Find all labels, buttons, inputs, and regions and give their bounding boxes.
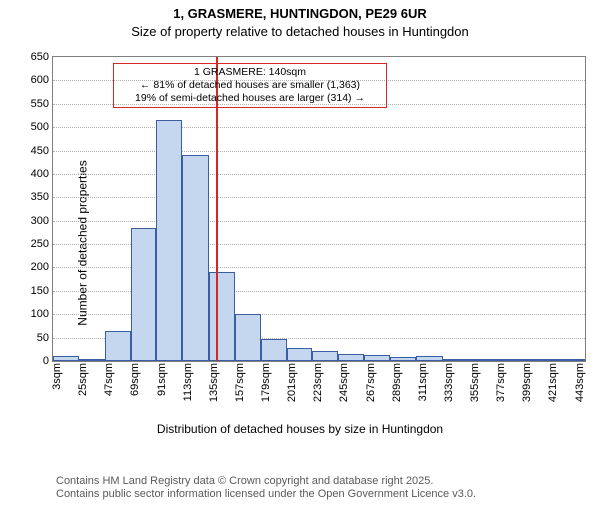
gridline-h — [53, 197, 585, 198]
histogram-bar — [494, 359, 520, 361]
y-tick-label: 50 — [37, 332, 49, 344]
y-tick-label: 150 — [31, 285, 49, 297]
x-tick-label: 355sqm — [469, 363, 481, 402]
histogram-bar — [261, 339, 287, 361]
x-tick-label: 289sqm — [391, 363, 403, 402]
histogram-bar — [364, 355, 390, 361]
x-tick-label: 25sqm — [77, 363, 89, 396]
x-tick-label: 245sqm — [338, 363, 350, 402]
histogram-bar — [209, 272, 235, 361]
y-tick-label: 300 — [31, 215, 49, 227]
gridline-h — [53, 221, 585, 222]
y-tick-label: 650 — [31, 51, 49, 63]
annotation-line: 1 GRASMERE: 140sqm — [118, 66, 382, 79]
histogram-bar — [182, 155, 208, 361]
y-tick-label: 600 — [31, 74, 49, 86]
x-tick-label: 267sqm — [365, 363, 377, 402]
annotation-line: ← 81% of detached houses are smaller (1,… — [118, 79, 382, 92]
histogram-bar — [469, 359, 494, 361]
y-tick-label: 500 — [31, 121, 49, 133]
histogram-bar — [338, 354, 364, 361]
x-tick-label: 333sqm — [443, 363, 455, 402]
gridline-h — [53, 127, 585, 128]
histogram-bar — [235, 314, 261, 361]
x-tick-label: 311sqm — [417, 363, 429, 401]
y-tick-label: 400 — [31, 168, 49, 180]
y-tick-label: 0 — [43, 355, 49, 367]
x-tick-label: 91sqm — [156, 363, 168, 396]
histogram-bar — [312, 351, 338, 361]
x-tick-label: 69sqm — [129, 363, 141, 396]
x-tick-label: 47sqm — [103, 363, 115, 396]
y-tick-label: 200 — [31, 261, 49, 273]
histogram-bar — [156, 120, 182, 361]
y-tick-label: 100 — [31, 308, 49, 320]
histogram-bar — [131, 228, 156, 361]
x-tick-label: 223sqm — [312, 363, 324, 402]
y-tick-label: 450 — [31, 145, 49, 157]
y-tick-label: 550 — [31, 98, 49, 110]
x-tick-label: 443sqm — [574, 363, 586, 402]
annotation-box: 1 GRASMERE: 140sqm← 81% of detached hous… — [113, 63, 387, 108]
x-tick-label: 399sqm — [521, 363, 533, 402]
x-tick-label: 3sqm — [51, 363, 63, 390]
x-tick-label: 179sqm — [260, 363, 272, 402]
y-tick-label: 350 — [31, 191, 49, 203]
histogram-bar — [105, 331, 131, 361]
histogram-bar — [79, 359, 105, 361]
attribution-footer: Contains HM Land Registry data © Crown c… — [56, 475, 476, 503]
gridline-h — [53, 174, 585, 175]
chart-area: Number of detached properties 0501001502… — [0, 50, 600, 436]
histogram-bar — [287, 348, 312, 361]
x-tick-label: 157sqm — [234, 363, 246, 402]
histogram-bar — [53, 356, 79, 361]
histogram-bar — [520, 359, 546, 361]
x-tick-label: 135sqm — [208, 363, 220, 402]
x-axis-label: Distribution of detached houses by size … — [0, 422, 600, 436]
y-tick-label: 250 — [31, 238, 49, 250]
histogram-bar — [546, 359, 572, 361]
footer-line-1: Contains HM Land Registry data © Crown c… — [56, 475, 476, 489]
annotation-line: 19% of semi-detached houses are larger (… — [118, 92, 382, 105]
chart-title: 1, GRASMERE, HUNTINGDON, PE29 6UR — [0, 6, 600, 23]
gridline-h — [53, 151, 585, 152]
x-tick-label: 113sqm — [182, 363, 194, 401]
x-tick-label: 377sqm — [495, 363, 507, 402]
x-tick-label: 421sqm — [547, 363, 559, 402]
chart-subtitle: Size of property relative to detached ho… — [0, 24, 600, 39]
histogram-bar — [416, 356, 442, 361]
x-tick-label: 201sqm — [286, 363, 298, 402]
histogram-bar — [443, 359, 469, 361]
plot-region: 0501001502002503003504004505005506006503… — [52, 56, 586, 362]
histogram-bar — [390, 357, 416, 361]
histogram-bar — [572, 359, 585, 361]
